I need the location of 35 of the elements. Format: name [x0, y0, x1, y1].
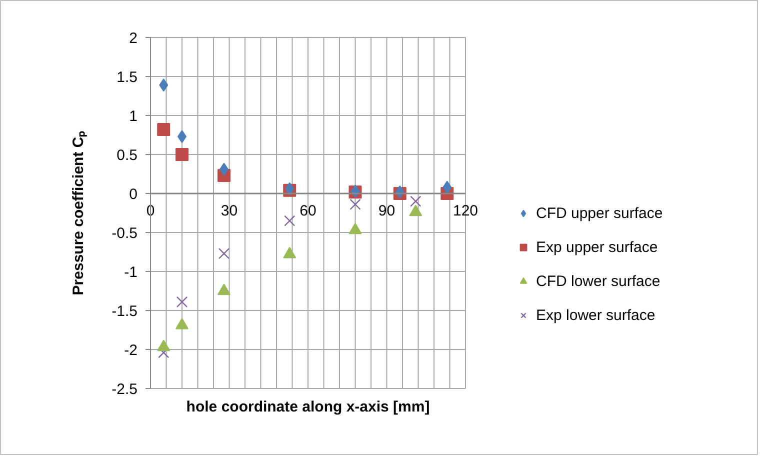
point	[176, 296, 188, 308]
point	[218, 248, 230, 260]
y-tick-label: -2.5	[112, 381, 138, 398]
x-tick-label: 90	[378, 202, 396, 220]
point	[409, 204, 422, 216]
legend-label: CFD lower surface	[536, 272, 660, 290]
y-tick-label: 2	[129, 30, 138, 47]
y-tick-label: 1	[129, 108, 138, 125]
y-tick-label: 0	[129, 186, 138, 203]
y-tick-label: -0.5	[112, 225, 138, 242]
point	[159, 78, 168, 92]
y-tick-label: -1.5	[112, 303, 138, 320]
y-tick-label: -1	[124, 264, 138, 281]
x-tick-label: 60	[300, 202, 316, 220]
x-tick-label: 120	[452, 202, 478, 220]
x-tick-label: 30	[220, 202, 238, 220]
point	[348, 222, 362, 234]
y-tick-label: 0.5	[116, 147, 138, 164]
point	[157, 340, 170, 352]
y-tick-label: 1.5	[116, 69, 138, 86]
legend-label: Exp lower surface	[536, 306, 656, 324]
point	[283, 246, 296, 258]
point	[218, 284, 230, 295]
legend-label: Exp upper surface	[536, 238, 658, 256]
legend-label: CFD upper surface	[536, 204, 663, 222]
point	[410, 196, 422, 207]
x-axis-title: hole coordinate along x-axis [mm]	[186, 398, 430, 416]
point	[176, 318, 188, 330]
point	[350, 198, 361, 210]
point	[157, 123, 170, 136]
y-tick-label: -2	[124, 342, 138, 359]
point	[176, 148, 188, 161]
point	[284, 215, 296, 226]
y-axis-title: Pressure coefficient Cₚ	[70, 130, 87, 296]
point	[442, 180, 452, 194]
